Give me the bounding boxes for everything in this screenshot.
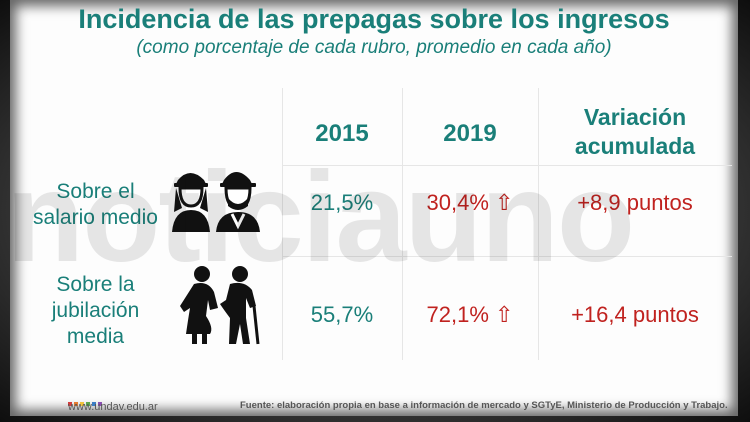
value-salario-2019: 30,4% ⇧	[402, 190, 538, 216]
row-label-line: Sobre el	[56, 180, 135, 203]
row-label-line: salario medio	[33, 206, 158, 229]
header-variacion: Variación	[583, 104, 687, 130]
logo-dot	[80, 402, 84, 406]
grid-line	[538, 88, 539, 360]
infographic-card: Incidencia de las prepagas sobre los ing…	[10, 0, 738, 416]
value-text: 72,1%	[426, 302, 489, 327]
value-jubilacion-2015: 55,7%	[310, 302, 374, 327]
grid-line	[282, 256, 732, 257]
row-label-line: Sobre la	[56, 273, 135, 296]
footer-url: www.undav.edu.ar	[68, 401, 158, 413]
header-2019: 2019	[443, 120, 497, 147]
logo-dot	[98, 402, 102, 406]
row-label-salario: Sobre el salario medio	[18, 179, 173, 231]
arrow-up-icon: ⇧	[495, 190, 514, 215]
page-title: Incidencia de las prepagas sobre los ing…	[78, 4, 670, 34]
row-label-line: media	[66, 325, 125, 348]
header-2015: 2015	[315, 120, 369, 147]
value-jubilacion-2019: 72,1% ⇧	[402, 302, 538, 328]
change-salario: +8,9 puntos	[577, 190, 693, 215]
change-jubilacion: +16,4 puntos	[571, 302, 699, 327]
watermark-text: noticiauno	[10, 146, 635, 289]
arrow-up-icon: ⇧	[495, 302, 514, 327]
logo-dot	[92, 402, 96, 406]
page-subtitle: (como porcentaje de cada rubro, promedio…	[136, 37, 612, 58]
grid-line	[282, 88, 283, 360]
value-text: 30,4%	[426, 190, 489, 215]
row-label-jubilacion: Sobre la jubilación media	[18, 272, 173, 350]
value-salario-2015: 21,5%	[310, 190, 374, 215]
undav-logo-icon	[68, 393, 104, 411]
grid-line	[282, 165, 732, 166]
elderly-couple-icon	[180, 266, 260, 345]
logo-dot	[86, 402, 90, 406]
header-acumulada: acumulada	[574, 133, 696, 159]
row-label-line: jubilación	[51, 299, 140, 322]
logo-dot	[68, 402, 72, 406]
footer-source: Fuente: elaboración propia en base a inf…	[240, 400, 728, 411]
workers-helmet-icon	[172, 172, 260, 232]
logo-dot	[74, 402, 78, 406]
grid-line	[402, 88, 403, 360]
